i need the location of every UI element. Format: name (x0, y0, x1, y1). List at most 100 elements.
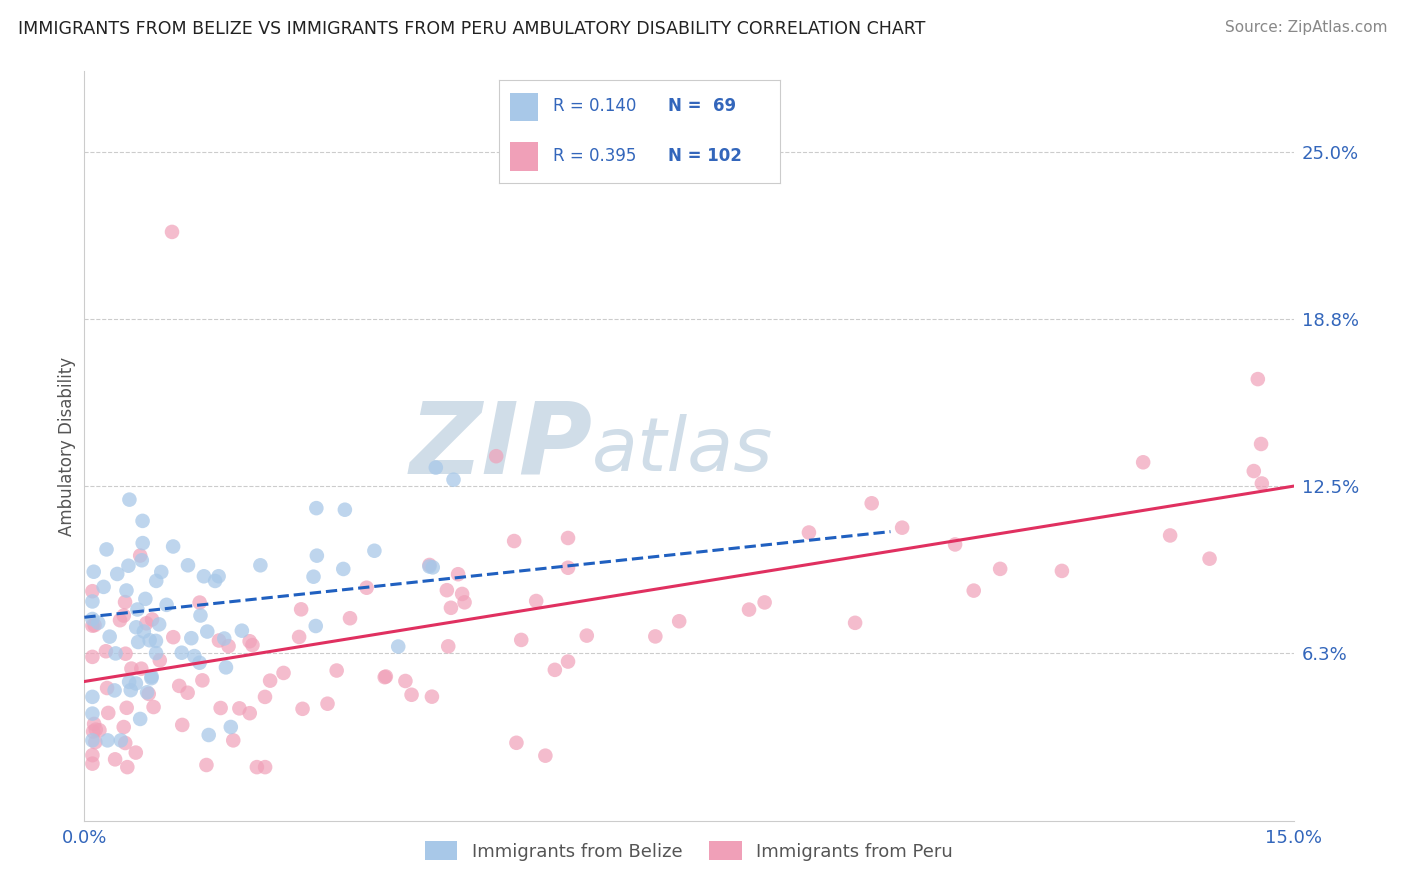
Point (246, 760, 269, 774)
Text: N = 102: N = 102 (668, 146, 742, 165)
Point (425, 460, 447, 475)
Point (104, 752, 127, 766)
Point (273, 665, 295, 680)
Point (134, 591, 156, 606)
Point (82, 724, 104, 739)
Point (401, 688, 423, 702)
Point (860, 496, 883, 510)
Point (212, 632, 235, 646)
Point (125, 620, 148, 634)
Point (254, 760, 277, 774)
Point (242, 638, 264, 652)
Point (112, 720, 135, 734)
Point (84, 723, 107, 737)
Text: R = 0.395: R = 0.395 (553, 146, 636, 165)
Point (451, 587, 474, 601)
Point (136, 685, 159, 699)
Point (150, 565, 173, 579)
Point (104, 647, 127, 661)
Point (145, 574, 167, 588)
Point (544, 663, 567, 677)
Point (505, 736, 527, 750)
Point (82, 584, 104, 599)
Point (82, 612, 104, 626)
Bar (510, 93, 538, 121)
Point (180, 631, 202, 645)
Text: N =  69: N = 69 (668, 97, 735, 115)
Point (129, 712, 152, 726)
Point (249, 558, 271, 573)
Point (170, 646, 193, 660)
Point (333, 502, 356, 516)
Point (222, 733, 245, 747)
Point (138, 687, 160, 701)
Point (117, 558, 139, 573)
Point (988, 562, 1011, 576)
Point (218, 639, 240, 653)
Point (325, 664, 347, 678)
Point (115, 583, 138, 598)
Point (82, 733, 104, 747)
Point (422, 560, 444, 574)
Point (208, 633, 231, 648)
Point (374, 670, 396, 684)
Point (305, 501, 328, 516)
Point (339, 611, 361, 625)
Point (89, 723, 111, 738)
Point (97, 706, 120, 720)
Point (120, 683, 142, 698)
Point (1250, 437, 1272, 451)
Point (145, 646, 167, 660)
Point (135, 616, 157, 631)
Point (82, 594, 104, 608)
Point (129, 662, 152, 676)
Point (127, 602, 149, 616)
Point (557, 655, 579, 669)
Point (96, 681, 118, 695)
Point (162, 540, 184, 554)
Point (190, 608, 212, 623)
Point (219, 720, 242, 734)
Point (193, 569, 215, 583)
Point (436, 583, 458, 598)
Point (177, 558, 200, 573)
Point (209, 701, 232, 715)
Point (440, 600, 463, 615)
Point (363, 543, 385, 558)
Point (82, 618, 104, 632)
Point (738, 602, 761, 616)
Point (188, 656, 211, 670)
Point (418, 559, 440, 574)
Point (138, 633, 160, 648)
Point (1132, 455, 1154, 469)
Point (118, 674, 141, 689)
Point (1243, 464, 1265, 478)
Point (575, 629, 598, 643)
Point (420, 690, 443, 704)
Point (204, 574, 226, 588)
Point (387, 640, 409, 654)
Point (160, 225, 183, 239)
Point (197, 728, 219, 742)
Point (288, 630, 311, 644)
Point (231, 624, 253, 638)
Point (83, 717, 105, 731)
Point (394, 673, 416, 688)
Point (82, 706, 104, 721)
Point (108, 613, 131, 627)
Point (1050, 564, 1073, 578)
Bar (510, 142, 538, 170)
Point (510, 632, 533, 647)
Point (534, 748, 557, 763)
Point (195, 624, 218, 639)
Point (114, 736, 136, 750)
Point (114, 595, 136, 609)
Point (104, 683, 127, 698)
Point (142, 700, 165, 714)
Point (253, 690, 276, 704)
Point (120, 662, 142, 676)
Point (1198, 551, 1220, 566)
Text: ZIP: ZIP (409, 398, 592, 494)
Point (155, 598, 177, 612)
Point (97, 733, 120, 747)
